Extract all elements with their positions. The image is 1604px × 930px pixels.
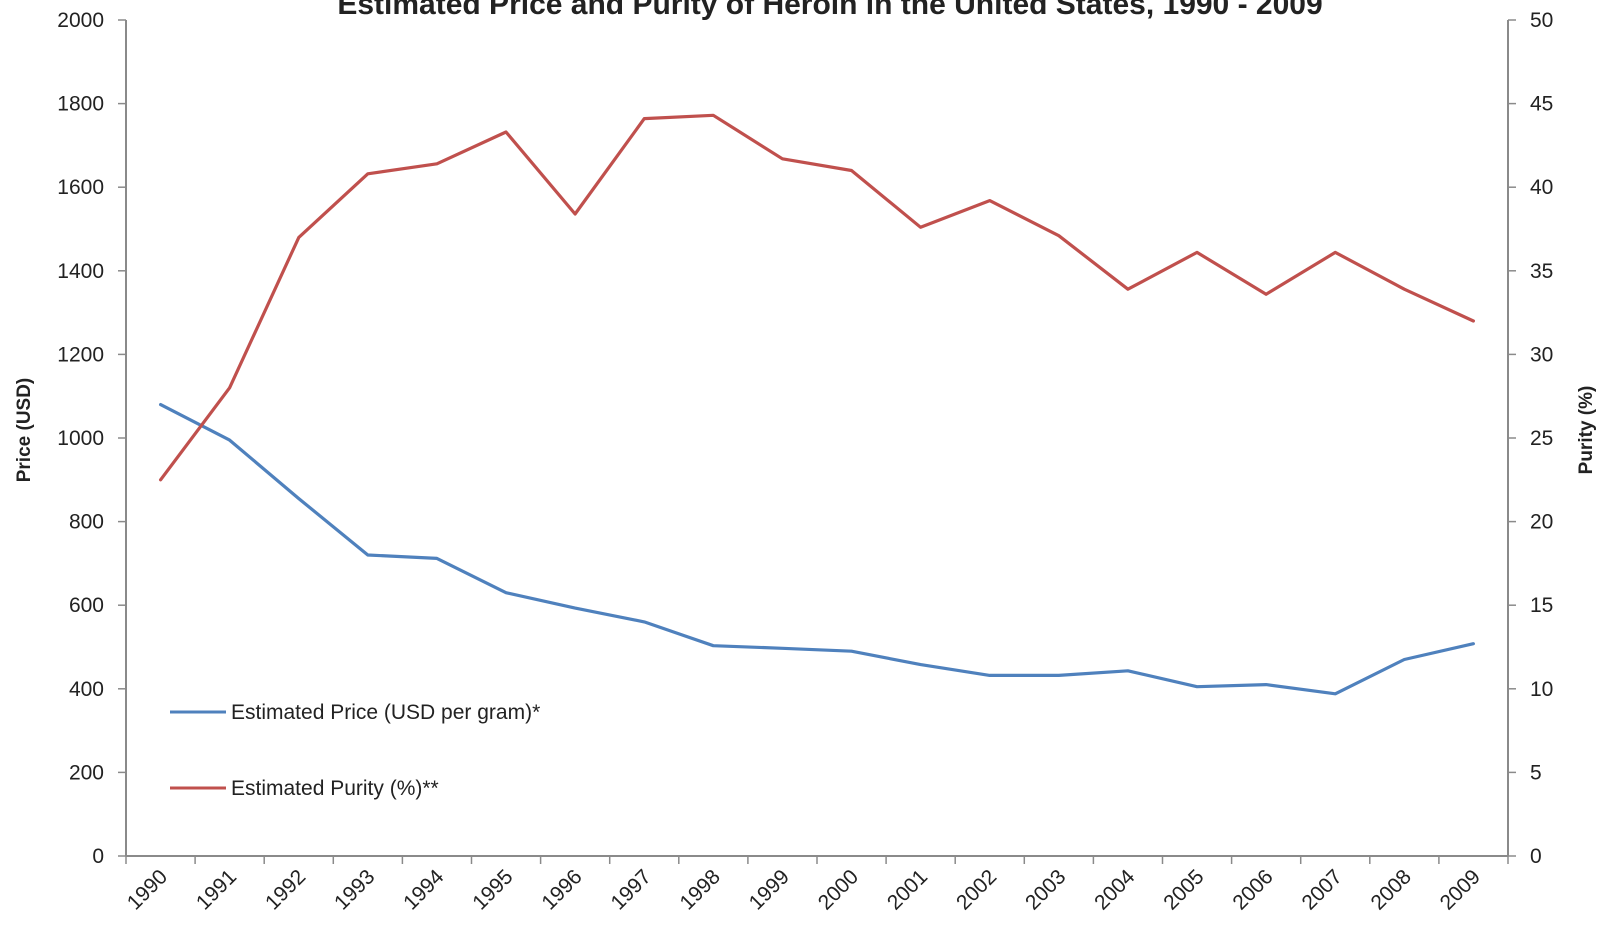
x-tick-label: 2009 xyxy=(1436,865,1485,914)
x-tick-label: 1998 xyxy=(676,865,725,914)
y-tick-label: 1600 xyxy=(57,176,104,199)
y-tick-label: 0 xyxy=(92,845,104,868)
y2-tick-label: 30 xyxy=(1530,343,1553,366)
chart-title: Estimated Price and Purity of Heroin in … xyxy=(337,0,1322,21)
y-tick-label: 1000 xyxy=(57,427,104,450)
y2-tick-label: 25 xyxy=(1530,427,1553,450)
x-tick-label: 1995 xyxy=(468,865,517,914)
x-tick-label: 2007 xyxy=(1297,865,1346,914)
x-tick-label: 1993 xyxy=(330,865,379,914)
x-tick-label: 2005 xyxy=(1159,865,1208,914)
y-tick-label: 800 xyxy=(69,511,104,534)
x-tick-label: 1997 xyxy=(606,865,655,914)
y-tick-label: 400 xyxy=(69,678,104,701)
x-tick-label: 2000 xyxy=(814,865,863,914)
legend-item-purity: Estimated Purity (%)** xyxy=(170,777,439,800)
x-tick-label: 2008 xyxy=(1367,865,1416,914)
legend-label-purity: Estimated Purity (%)** xyxy=(231,777,439,800)
x-tick-label: 1994 xyxy=(399,865,449,915)
y2-tick-label: 0 xyxy=(1530,845,1542,868)
y-tick-label: 200 xyxy=(69,761,104,784)
x-tick-label: 2004 xyxy=(1090,865,1140,915)
y-tick-label: 1800 xyxy=(57,93,104,116)
y2-tick-label: 15 xyxy=(1530,594,1553,617)
y2-tick-label: 50 xyxy=(1530,9,1553,32)
x-tick-label: 2003 xyxy=(1021,865,1070,914)
y2-tick-label: 20 xyxy=(1530,511,1553,534)
y2-axis-title: Purity (%) xyxy=(1576,386,1597,475)
legend: Estimated Price (USD per gram)* Estimate… xyxy=(170,701,540,800)
y-tick-label: 1400 xyxy=(57,260,104,283)
y2-tick-label: 45 xyxy=(1530,93,1553,116)
y2-tick-label: 35 xyxy=(1530,260,1553,283)
x-tick-label: 2006 xyxy=(1228,865,1277,914)
x-tick-label: 1991 xyxy=(192,865,241,914)
x-tick-label: 1990 xyxy=(123,865,172,914)
x-tick-label: 2001 xyxy=(883,865,932,914)
purity-series-line xyxy=(159,113,1476,482)
y-tick-label: 1200 xyxy=(57,343,104,366)
y2-tick-label: 40 xyxy=(1530,176,1553,199)
y2-tick-label: 10 xyxy=(1530,678,1553,701)
legend-label-price: Estimated Price (USD per gram)* xyxy=(231,701,540,724)
x-tick-label: 1999 xyxy=(745,865,794,914)
y-tick-label: 2000 xyxy=(57,9,104,32)
y-tick-label: 600 xyxy=(69,594,104,617)
y-axis-title: Price (USD) xyxy=(14,378,35,483)
y2-tick-label: 5 xyxy=(1530,761,1542,784)
legend-item-price: Estimated Price (USD per gram)* xyxy=(170,701,540,724)
price-series-line xyxy=(159,403,1476,696)
x-tick-label: 1992 xyxy=(261,865,310,914)
x-tick-label: 2002 xyxy=(952,865,1001,914)
x-tick-label: 1996 xyxy=(537,865,586,914)
